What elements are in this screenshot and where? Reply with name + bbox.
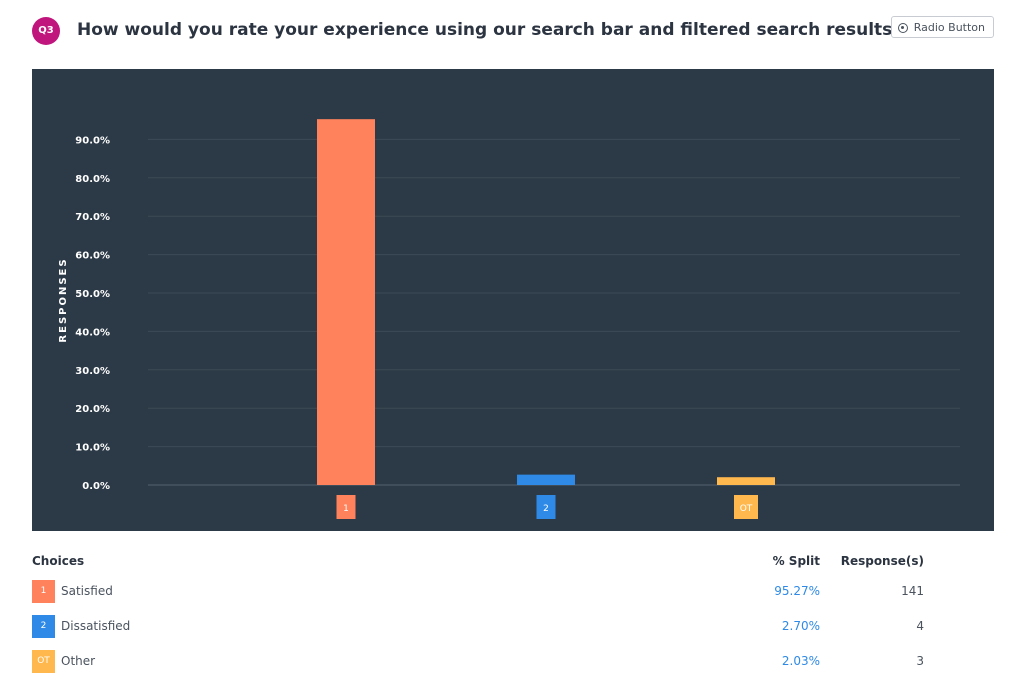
bar[interactable]: [717, 477, 775, 485]
x-category-badge: [734, 495, 758, 519]
y-tick-label: 0.0%: [82, 481, 110, 492]
choice-swatch: OT: [32, 650, 55, 673]
choice-swatch: 1: [32, 580, 55, 603]
choice-split: 95.27%: [774, 584, 820, 598]
x-tick-label: 2: [543, 504, 549, 514]
chart-panel: 0.0% 10.0% 20.0% 30.0% 40.0% 50.0% 60.0% 70.0% 8…: [32, 69, 994, 531]
responses-header: Response(s): [840, 554, 924, 568]
bar-chart: 0.0% 10.0% 20.0% 30.0% 40.0% 50.0% 60.0% 70.0% 8…: [58, 119, 960, 519]
y-tick-label: 10.0%: [75, 443, 110, 454]
bar[interactable]: [517, 474, 575, 485]
bar[interactable]: [317, 119, 375, 485]
split-header: % Split: [772, 554, 820, 568]
y-tick-label: 70.0%: [75, 212, 110, 223]
x-tick-label: 1: [343, 504, 349, 514]
y-tick-label: 20.0%: [75, 404, 110, 415]
y-tick-label: 60.0%: [75, 251, 110, 262]
question-type-chip[interactable]: Radio Button: [890, 16, 994, 38]
y-tick-label: 80.0%: [75, 174, 110, 185]
choice-swatch: 2: [32, 615, 55, 638]
choices-header: Choices: [32, 554, 85, 568]
question-type-label: Radio Button: [913, 21, 985, 34]
x-tick-label: OT: [740, 504, 753, 514]
choice-label: Satisfied: [61, 584, 113, 598]
table-row: OT Other 2.03% 3: [32, 650, 994, 674]
choice-split: 2.70%: [781, 619, 820, 633]
y-tick-label: 90.0%: [75, 135, 110, 146]
table-row: 2 Dissatisfied 2.70% 4: [32, 615, 994, 639]
x-category-badge: [536, 495, 556, 519]
radio-button-icon: [897, 23, 908, 33]
question-title: How would you rate your experience using…: [77, 20, 903, 40]
choice-responses: 3: [916, 654, 924, 668]
y-tick-label: 50.0%: [75, 289, 110, 300]
question-number-badge: Q3: [32, 17, 60, 45]
choice-responses: 4: [916, 619, 924, 633]
y-tick-label: 40.0%: [75, 327, 110, 338]
choice-split: 2.03%: [781, 654, 820, 668]
y-tick-label: 30.0%: [75, 366, 110, 377]
choice-responses: 141: [901, 584, 924, 598]
choice-label: Dissatisfied: [61, 619, 131, 633]
y-axis-label: RESPONSES: [58, 257, 69, 342]
table-row: 1 Satisfied 95.27% 141: [32, 580, 994, 604]
choice-label: Other: [61, 654, 96, 668]
question-header: Q3 How would you rate your experience us…: [32, 14, 994, 48]
x-category-badge: [336, 495, 356, 519]
